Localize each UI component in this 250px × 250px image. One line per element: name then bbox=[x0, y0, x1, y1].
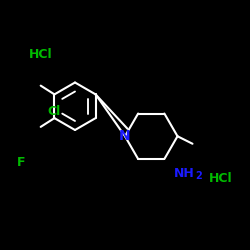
Text: NH: NH bbox=[174, 167, 195, 180]
Text: F: F bbox=[17, 156, 25, 169]
Text: Cl: Cl bbox=[47, 105, 60, 118]
Text: N: N bbox=[119, 129, 131, 143]
Text: 2: 2 bbox=[195, 171, 202, 181]
Text: HCl: HCl bbox=[29, 48, 52, 62]
Text: HCl: HCl bbox=[209, 172, 233, 185]
